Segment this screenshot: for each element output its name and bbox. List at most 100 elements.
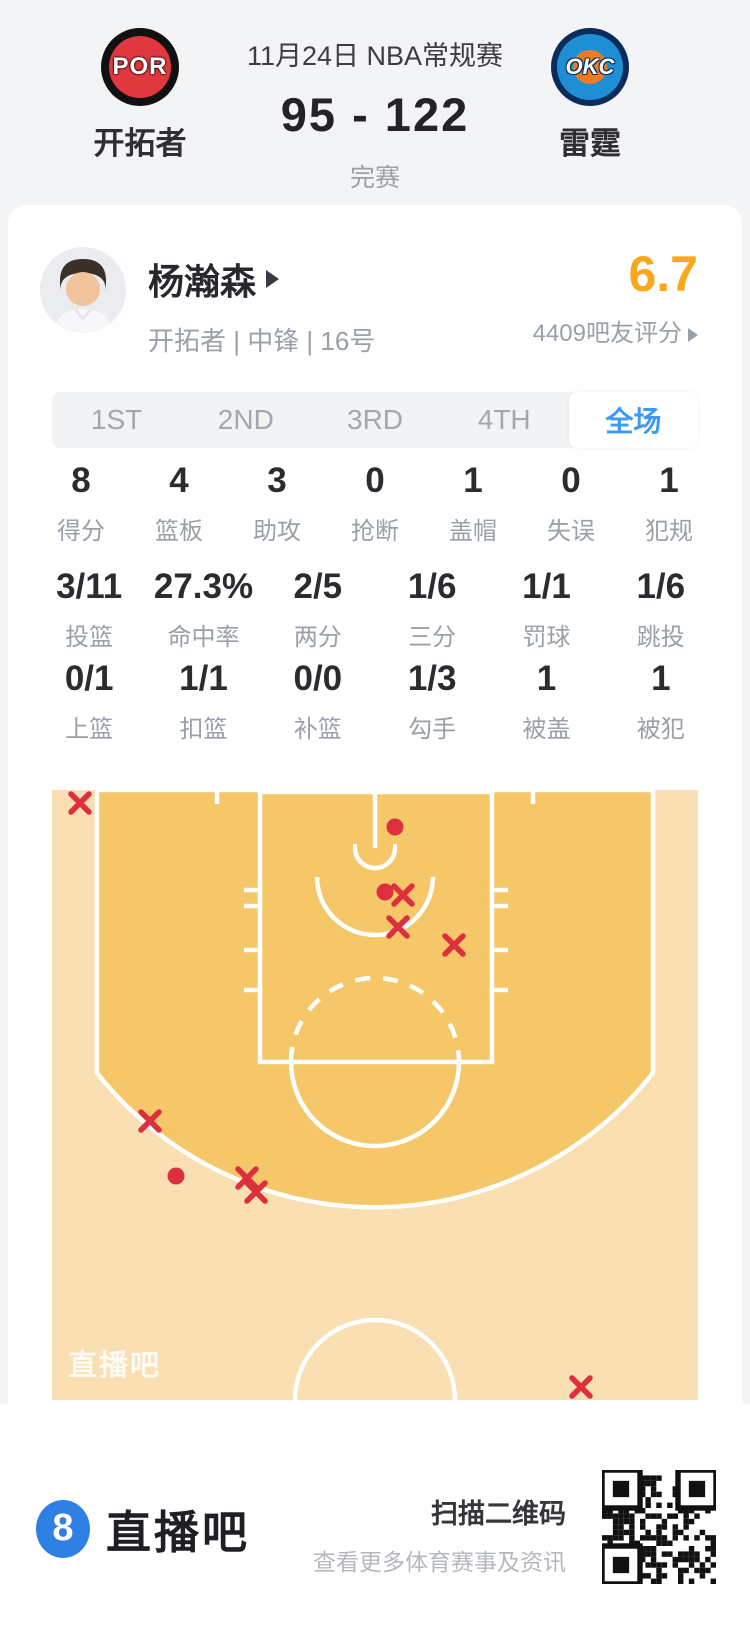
rating-value: 6.7 (628, 246, 698, 302)
stat-两分: 2/5 两分 (261, 567, 375, 652)
home-team: POR 开拓者 (60, 0, 220, 163)
stat-value: 1/6 (407, 567, 457, 606)
stat-label: 犯规 (645, 518, 693, 545)
app-name: 直播吧 (106, 1507, 251, 1558)
stat-罚球: 1/1 罚球 (489, 567, 603, 652)
stat-勾手: 1/3 勾手 (375, 659, 489, 744)
stat-value: 0 (365, 461, 385, 500)
stat-label: 篮板 (155, 518, 203, 545)
stat-被犯: 1 被犯 (604, 659, 718, 744)
stat-label: 两分 (293, 624, 342, 651)
qr-code (602, 1470, 716, 1584)
stat-value: 27.3% (153, 567, 254, 606)
stats-row-basic: 8 得分 4 篮板 3 助攻 0 抢断 1 盖帽 0 失误 1 犯规 (32, 461, 718, 546)
stat-value: 1 (463, 461, 483, 500)
zhibo8-logo-icon: 8 (36, 1499, 90, 1558)
away-team-name: 雷霆 (559, 126, 621, 161)
player-name-block[interactable]: 杨瀚森 开拓者 | 中锋 | 16号 (148, 253, 375, 358)
made-shot-marker (386, 818, 404, 836)
stat-value: 1/1 (179, 659, 228, 698)
missed-shot-marker (68, 791, 92, 815)
stat-盖帽: 1 盖帽 (424, 461, 522, 546)
missed-shot-marker (138, 1109, 162, 1133)
tab-全场[interactable]: 全场 (568, 392, 699, 448)
stat-value: 1 (536, 659, 557, 698)
court-watermark: 直播吧 (68, 1350, 162, 1382)
stat-扣篮: 1/1 扣篮 (146, 659, 260, 744)
stat-label: 命中率 (167, 624, 240, 651)
stat-label: 跳投 (636, 624, 685, 651)
home-team-abbr: POR (112, 53, 168, 80)
stat-value: 0 (561, 461, 581, 500)
stat-上篮: 0/1 上篮 (32, 659, 146, 744)
stat-label: 被盖 (522, 716, 571, 743)
stat-label: 补篮 (293, 716, 342, 743)
stats-row-shooting: 3/11 投篮 27.3% 命中率 2/5 两分 1/6 三分 1/1 罚球 1/6 跳投 (32, 567, 718, 652)
stat-value: 3/11 (56, 567, 123, 606)
stat-value: 0/0 (293, 659, 343, 698)
stat-value: 4 (169, 461, 189, 500)
missed-shot-marker (386, 915, 410, 939)
game-status: 完赛 (349, 164, 400, 192)
stat-value: 0/1 (64, 659, 114, 698)
player-meta: 开拓者 | 中锋 | 16号 (148, 326, 376, 356)
stat-犯规: 1 犯规 (620, 461, 718, 546)
stat-label: 上篮 (65, 716, 114, 743)
rating-expand-arrow-icon (688, 327, 698, 342)
footer: 8 直播吧 扫描二维码 查看更多体育赛事及资讯 (0, 1404, 750, 1629)
player-expand-arrow-icon (266, 270, 280, 288)
missed-shot-marker (244, 1180, 268, 1204)
missed-shot-marker (391, 883, 415, 907)
qr-title: 扫描二维码 (431, 1499, 566, 1529)
stat-label: 被犯 (636, 716, 685, 743)
stat-value: 1 (651, 659, 671, 698)
stat-得分: 8 得分 (32, 461, 130, 546)
rating-info: 4409吧友评分 (532, 320, 682, 347)
stat-被盖: 1 被盖 (489, 659, 603, 744)
away-team-abbr: OKC (565, 54, 615, 79)
stat-补篮: 0/0 补篮 (261, 659, 375, 744)
stat-label: 助攻 (253, 518, 301, 545)
stat-抢断: 0 抢断 (326, 461, 424, 546)
trail-blazers-logo-icon: POR (101, 28, 179, 106)
stat-label: 抢断 (351, 518, 399, 545)
stat-value: 1/6 (636, 567, 686, 606)
stat-命中率: 27.3% 命中率 (146, 567, 260, 652)
stat-失误: 0 失误 (522, 461, 620, 546)
stat-投篮: 3/11 投篮 (32, 567, 146, 652)
home-team-name: 开拓者 (93, 126, 187, 161)
shot-chart: 直播吧 (52, 787, 698, 1401)
court-diagram (52, 787, 698, 1401)
player-portrait (40, 247, 126, 333)
stat-label: 勾手 (408, 716, 457, 743)
away-team: OKC 雷霆 (510, 0, 670, 163)
thunder-logo-icon: OKC (551, 28, 629, 106)
tab-1ST[interactable]: 1ST (90, 404, 143, 435)
stat-value: 2/5 (293, 567, 343, 606)
tab-2ND[interactable]: 2ND (217, 404, 274, 435)
stat-value: 3 (267, 461, 287, 500)
player-avatar[interactable] (40, 247, 126, 333)
stat-value: 1 (659, 461, 679, 500)
missed-shot-marker (235, 1166, 259, 1190)
stat-跳投: 1/6 跳投 (604, 567, 718, 652)
stat-value: 1/3 (407, 659, 457, 698)
game-date-label: 11月24日 NBA常规赛 (246, 41, 504, 71)
stat-label: 扣篮 (179, 716, 228, 743)
tab-3RD[interactable]: 3RD (347, 404, 404, 435)
stat-篮板: 4 篮板 (130, 461, 228, 546)
made-shot-marker (167, 1167, 185, 1185)
missed-shot-marker (569, 1375, 593, 1399)
rating-block[interactable]: 6.7 4409吧友评分 (533, 245, 698, 348)
tab-4TH[interactable]: 4TH (477, 404, 531, 435)
stat-value: 1/1 (522, 567, 571, 606)
stat-label: 得分 (57, 518, 105, 545)
scoreboard: POR 开拓者 11月24日 NBA常规赛 95 - 122 完赛 OKC 雷霆 (0, 0, 750, 205)
stat-label: 失误 (547, 518, 595, 545)
score-center: 11月24日 NBA常规赛 95 - 122 完赛 (215, 0, 535, 194)
game-score: 95 - 122 (280, 88, 470, 141)
missed-shot-marker (442, 933, 466, 957)
qr-subtitle: 查看更多体育赛事及资讯 (313, 1549, 566, 1575)
player-name: 杨瀚森 (148, 261, 257, 302)
